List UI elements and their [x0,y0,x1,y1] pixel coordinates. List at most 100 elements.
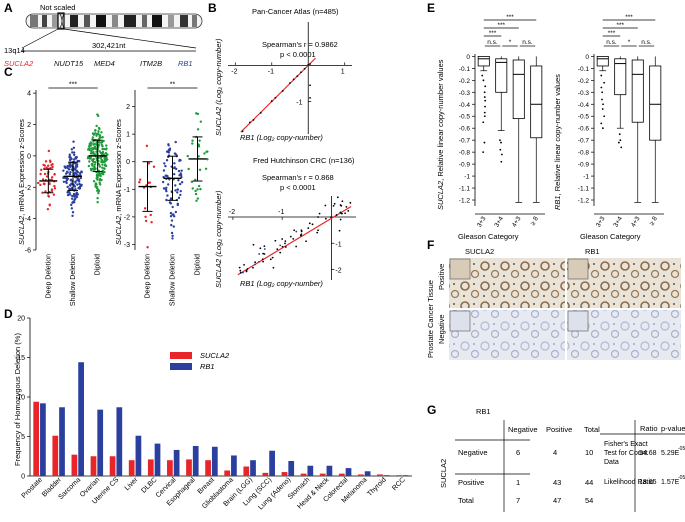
gene-label: SUCLA2 [4,59,34,68]
outlier [600,122,603,125]
scatter-point [289,235,292,238]
data-point [176,191,179,194]
y-tick-label: -2 [25,185,31,192]
scatter-point [309,63,311,65]
y-tick-label: -0.3 [459,90,471,97]
sig-label: n.s. [487,39,498,46]
bar-rb1 [364,471,371,476]
data-point [105,144,108,147]
scatter-point [281,238,284,240]
data-point [95,124,98,128]
y-tick-label: 2 [27,122,31,129]
data-point [47,194,50,198]
data-point [96,197,99,200]
bar-sucla2 [186,459,192,476]
data-point [94,182,98,185]
data-point [90,149,93,153]
data-point [73,201,76,204]
gene-label: NUDT15 [54,59,84,68]
bar-rb1 [40,403,46,476]
scatter-point [239,271,242,274]
scatter-point [243,263,245,266]
span-label: 302,421nt [92,41,126,50]
y-tick-label: -0.9 [459,162,471,169]
data-point [196,188,199,191]
panel-c-ylabel-left: SUCLA2, mRNA Expression z-Scores [17,119,26,245]
data-point [99,156,103,160]
scatter-point [332,204,335,207]
data-point [179,189,182,193]
bar-rb1 [307,465,314,476]
y-tick-label: -2 [335,268,341,275]
panel-f: F SUCLA2 RB1 Prostate Cancer Tissue Posi… [426,238,681,360]
data-point [91,162,94,166]
data-point [198,168,202,172]
data-point [39,172,42,176]
data-point [45,175,49,178]
data-point [68,158,72,162]
panel-e-left-boxplot: 0 -0.1 -0.2 -0.3 -0.4 -0.5 -0.6 -0.7 -0.8 -0.9 -1 -… [459,14,545,229]
data-point [203,152,206,155]
data-point [176,202,179,206]
bar-rb1 [154,443,161,476]
data-point [69,170,72,174]
y-tick-label: -2 [124,214,130,221]
panel-f-col-sucla2: SUCLA2 [465,247,494,256]
table-cell: 54 [585,496,593,505]
data-point [98,141,101,144]
category-label: Diploid [95,254,102,276]
data-point [41,191,44,194]
data-point [100,152,104,156]
data-point [176,188,179,191]
outlier [482,151,485,154]
data-point [146,246,149,249]
sig-label: *** [616,22,624,29]
data-point [174,184,177,187]
gene-label: RB1 [178,59,193,68]
scatter-point [292,78,295,81]
outlier [500,160,503,163]
data-point [178,158,181,162]
fhcrc-pvalue: p < 0.0001 [280,183,316,192]
y-tick-label: -0.1 [578,66,590,73]
data-point [70,197,74,200]
outlier [601,98,603,101]
pancancer-scatter: -2 -1 1 -1 [228,22,352,134]
data-point [53,172,56,176]
data-point [98,174,102,177]
scatter-point [330,216,332,219]
panel-e-xlabel-left: Gleason Category [458,232,519,241]
panel-e-letter: E [427,1,435,15]
box [530,65,543,139]
box [596,55,609,67]
table-cell: 10 [585,448,593,457]
data-point [195,112,198,115]
scatter-point [258,253,261,255]
data-point [48,203,51,206]
scatter-point [258,260,260,263]
data-point [63,165,66,168]
bar-sucla2 [52,435,59,476]
scatter-point [293,229,296,232]
data-point [65,170,69,173]
data-point [177,196,181,200]
data-point [197,155,200,158]
data-point [76,159,79,163]
data-point [104,164,108,168]
table-cell: 7 [516,496,520,505]
data-point [194,189,197,193]
data-point [68,153,71,156]
data-point [163,162,166,165]
data-point [196,197,200,200]
scatter-point [317,229,319,232]
data-point [88,157,92,160]
data-point [93,145,97,149]
scatter-point [270,100,273,102]
scatter-point [300,71,302,74]
category-label: Diploid [195,254,202,276]
scatter-point [248,121,251,124]
outlier [602,103,604,106]
data-point [51,162,54,166]
scatter-point [338,229,341,232]
scatter-point [295,245,298,248]
